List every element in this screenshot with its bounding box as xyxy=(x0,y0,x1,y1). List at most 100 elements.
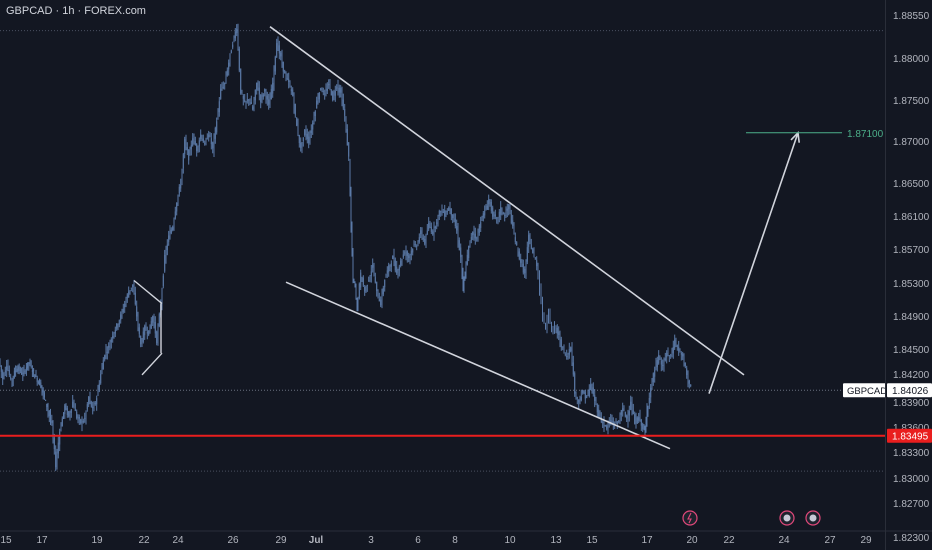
candle-body xyxy=(36,377,38,383)
candle-body xyxy=(333,93,335,97)
target-arrow[interactable] xyxy=(708,132,799,394)
candle-body xyxy=(185,140,187,146)
price-tick-label: 1.85300 xyxy=(893,279,930,290)
candle-body xyxy=(2,371,4,380)
candle-body xyxy=(43,392,45,398)
candle-body xyxy=(102,360,104,370)
candle-body xyxy=(281,55,283,64)
candle-body xyxy=(342,99,344,109)
candle-body xyxy=(296,117,298,126)
candle-body xyxy=(458,240,460,250)
price-tick-label: 1.87000 xyxy=(893,137,930,148)
candle-body xyxy=(552,326,554,333)
candle-body xyxy=(324,93,326,95)
candle-body xyxy=(468,245,470,258)
candle-body xyxy=(325,89,327,95)
candle-body xyxy=(41,385,43,390)
candle-body xyxy=(524,268,526,274)
candle-body xyxy=(33,369,35,372)
candle-body xyxy=(370,271,372,277)
flag-upper-line[interactable] xyxy=(133,279,163,305)
candle-body xyxy=(450,208,452,216)
candle-body xyxy=(405,251,407,254)
candle-body xyxy=(104,355,106,360)
candle-body xyxy=(117,324,119,328)
candle-body xyxy=(647,405,649,412)
lower-channel-trendline[interactable] xyxy=(285,281,671,450)
candle-body xyxy=(221,87,223,89)
candle-body xyxy=(125,299,127,306)
candle-body xyxy=(424,239,426,244)
candle-body xyxy=(485,207,487,210)
candle-body xyxy=(152,316,154,323)
candle-body xyxy=(197,146,199,149)
candle-body xyxy=(545,323,546,330)
candle-body xyxy=(578,399,580,403)
candle-body xyxy=(631,402,633,412)
candle-body xyxy=(658,355,660,364)
candle-body xyxy=(29,362,31,364)
candle-body xyxy=(244,100,246,102)
candle-body xyxy=(46,403,48,408)
candle-body xyxy=(385,275,387,278)
candle-body xyxy=(272,82,274,94)
candle-body xyxy=(194,141,196,145)
candle-body xyxy=(81,420,83,425)
candle-body xyxy=(494,214,496,217)
candle-body xyxy=(208,134,210,138)
candle-body xyxy=(582,390,584,394)
candle-body xyxy=(61,418,63,427)
lightning-icon[interactable] xyxy=(682,510,698,526)
candle-body xyxy=(642,423,644,430)
candle-body xyxy=(218,101,220,113)
candle-body xyxy=(257,85,259,90)
candle-body xyxy=(616,421,618,424)
candle-body xyxy=(300,142,302,148)
candle-body xyxy=(262,94,264,97)
candle-body xyxy=(59,431,61,445)
candle-body xyxy=(16,368,18,372)
upper-channel-trendline[interactable] xyxy=(269,26,745,376)
time-tick-label: 19 xyxy=(91,535,103,546)
candle-body xyxy=(150,321,152,329)
candle-body xyxy=(35,375,37,377)
candle-body xyxy=(70,409,72,413)
flag-lower-line[interactable] xyxy=(141,352,163,376)
candle-body xyxy=(298,134,300,143)
candle-body xyxy=(417,242,419,245)
candle-body xyxy=(624,411,626,417)
candle-body xyxy=(3,375,5,378)
candle-body xyxy=(368,280,370,282)
candle-body xyxy=(555,326,557,330)
time-tick-label: 6 xyxy=(415,535,421,546)
candle-body xyxy=(646,409,648,424)
candle-body xyxy=(205,139,207,145)
candle-body xyxy=(373,268,375,276)
candle-body xyxy=(124,304,126,308)
time-tick-label: 24 xyxy=(172,535,184,546)
candle-body xyxy=(358,283,360,298)
candle-body xyxy=(501,208,503,213)
candle-body xyxy=(559,335,561,342)
candle-body xyxy=(352,253,354,277)
candle-body xyxy=(366,285,368,287)
time-tick-label: 29 xyxy=(860,535,872,546)
candle-body xyxy=(590,384,592,390)
candle-body xyxy=(351,227,353,253)
support-price-label: 1.83495 xyxy=(892,432,929,443)
candle-body xyxy=(126,294,128,299)
candle-body xyxy=(679,350,681,353)
time-tick-label: 17 xyxy=(36,535,48,546)
candle-body xyxy=(201,135,203,140)
candle-body xyxy=(240,68,242,94)
candle-body xyxy=(632,410,634,415)
candle-body xyxy=(282,61,284,72)
candle-body xyxy=(232,44,234,48)
candle-body xyxy=(346,128,348,146)
candle-body xyxy=(294,104,296,115)
candle-body xyxy=(97,388,99,396)
candle-body xyxy=(8,370,10,375)
candle-body xyxy=(224,83,226,85)
